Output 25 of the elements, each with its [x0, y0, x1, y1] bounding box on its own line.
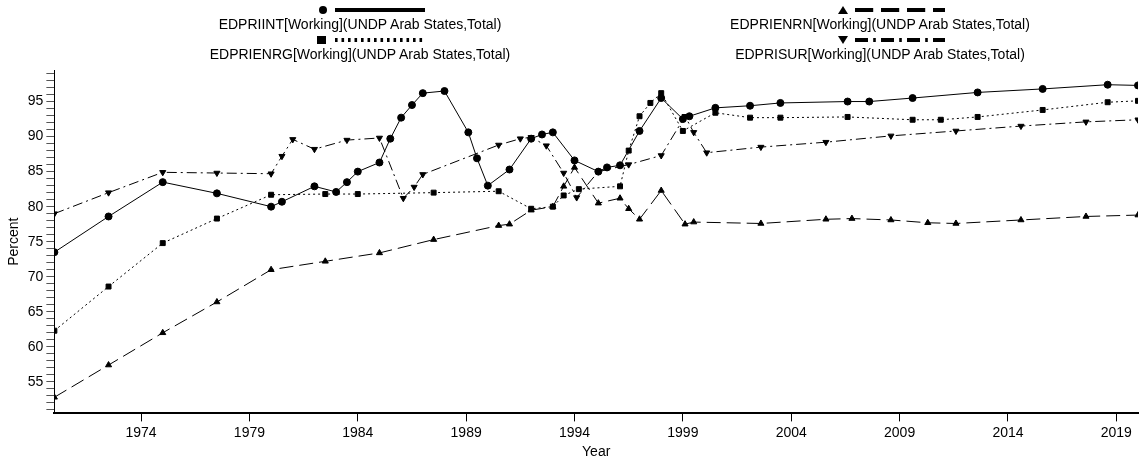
x-tick-label: 1974	[125, 423, 157, 440]
x-axis-title: Year	[582, 443, 611, 460]
y-tick-label: 60	[27, 337, 44, 354]
x-tick-label: 1999	[667, 423, 699, 440]
y-tick-label: 65	[27, 302, 44, 319]
y-tick-label: 70	[27, 267, 44, 284]
x-tick-label: 1984	[342, 423, 374, 440]
y-tick-label: 90	[27, 127, 44, 144]
y-tick-label: 95	[27, 92, 44, 109]
legend-label: EDPRISUR[Working](UNDP Arab States,Total)	[735, 46, 1025, 62]
y-tick-label: 80	[27, 197, 44, 214]
legend-label: EDPRIENRG[Working](UNDP Arab States,Total)	[209, 46, 511, 62]
y-tick-label: 85	[27, 162, 44, 179]
x-tick-label: 1979	[233, 423, 266, 440]
x-tick-label: 1989	[450, 423, 482, 440]
y-tick-label: 55	[27, 372, 44, 389]
legend-label: EDPRIINT[Working](UNDP Arab States,Total)	[218, 16, 502, 32]
x-tick-label: 1994	[558, 423, 591, 440]
y-tick-label: 75	[27, 232, 44, 249]
legend-label: EDPRIENRN[Working](UNDP Arab States,Total)	[730, 16, 1030, 32]
x-tick-label: 2004	[775, 423, 808, 440]
y-axis-title: Percent	[5, 217, 22, 266]
x-tick-label: 2014	[992, 423, 1024, 440]
x-tick-label: 2009	[884, 423, 916, 440]
x-tick-label: 2019	[1100, 423, 1133, 440]
